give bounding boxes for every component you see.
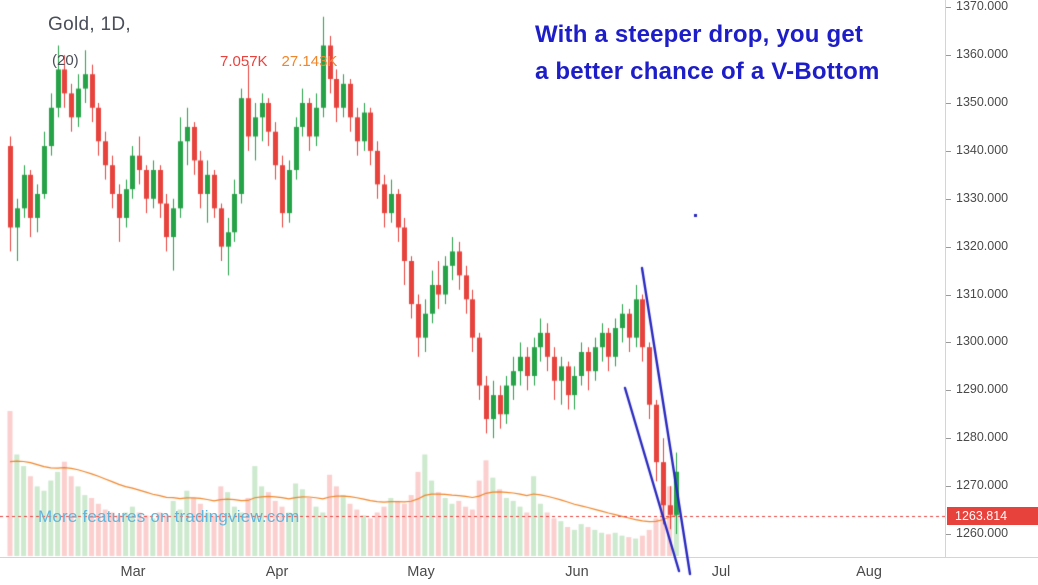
- price-tick-label: 1300.000: [956, 334, 1009, 349]
- price-tick-label: 1330.000: [956, 190, 1009, 205]
- price-tick-label: 1260.000: [956, 526, 1009, 540]
- price-tick-label: 1320.000: [956, 238, 1009, 253]
- last-price-badge: 1263.814: [947, 506, 1038, 525]
- annotation-line-1: With a steeper drop, you get: [535, 21, 864, 48]
- price-tick-mark: [946, 390, 951, 391]
- price-tick-mark: [946, 199, 951, 200]
- price-tick-label: 1270.000: [956, 478, 1009, 493]
- price-tick-mark: [946, 438, 951, 439]
- month-label-jul: Jul: [711, 564, 731, 580]
- chart-legend: Gold, 1D,: [48, 14, 131, 36]
- price-tick-mark: [946, 295, 951, 296]
- time-axis[interactable]: Mar Apr May Jun Jul Aug: [0, 557, 1038, 585]
- price-tick-mark: [946, 486, 951, 487]
- price-tick-mark: [946, 247, 951, 248]
- price-tick-mark: [946, 151, 951, 152]
- price-tick-mark: [946, 342, 951, 343]
- price-tick-mark: [946, 534, 951, 535]
- month-label-may: May: [407, 564, 435, 580]
- volume-indicator-values: 7.057K 27.143K: [220, 53, 337, 70]
- price-tick-label: 1370.000: [956, 0, 1009, 14]
- price-tick-label: 1360.000: [956, 47, 1009, 62]
- month-label-jun: Jun: [565, 564, 589, 580]
- month-label-mar: Mar: [120, 564, 146, 580]
- price-tick-mark: [946, 55, 951, 56]
- price-tick-label: 1290.000: [956, 382, 1009, 397]
- volume-ma-value: 27.143K: [281, 53, 338, 70]
- annotation-text-drawing[interactable]: With a steeper drop, you get a better ch…: [535, 16, 880, 90]
- volume-indicator-label[interactable]: (20): [52, 52, 79, 69]
- month-label-apr: Apr: [265, 564, 289, 580]
- month-label-aug: Aug: [856, 564, 882, 580]
- price-tick-mark: [946, 103, 951, 104]
- symbol-title[interactable]: Gold, 1D,: [48, 14, 131, 35]
- price-tick-label: 1340.000: [956, 142, 1009, 157]
- annotation-line-2: a better chance of a V-Bottom: [535, 58, 880, 85]
- volume-current-value: 7.057K: [220, 53, 268, 70]
- price-tick-label: 1310.000: [956, 286, 1009, 301]
- price-axis[interactable]: 1263.814 1370.000 1360.000 1350.000 1340.00…: [945, 0, 1038, 557]
- tradingview-watermark-link[interactable]: More features on tradingview.com: [38, 507, 300, 526]
- price-tick-label: 1280.000: [956, 430, 1009, 445]
- price-tick-mark: [946, 7, 951, 8]
- price-tick-label: 1350.000: [956, 94, 1009, 109]
